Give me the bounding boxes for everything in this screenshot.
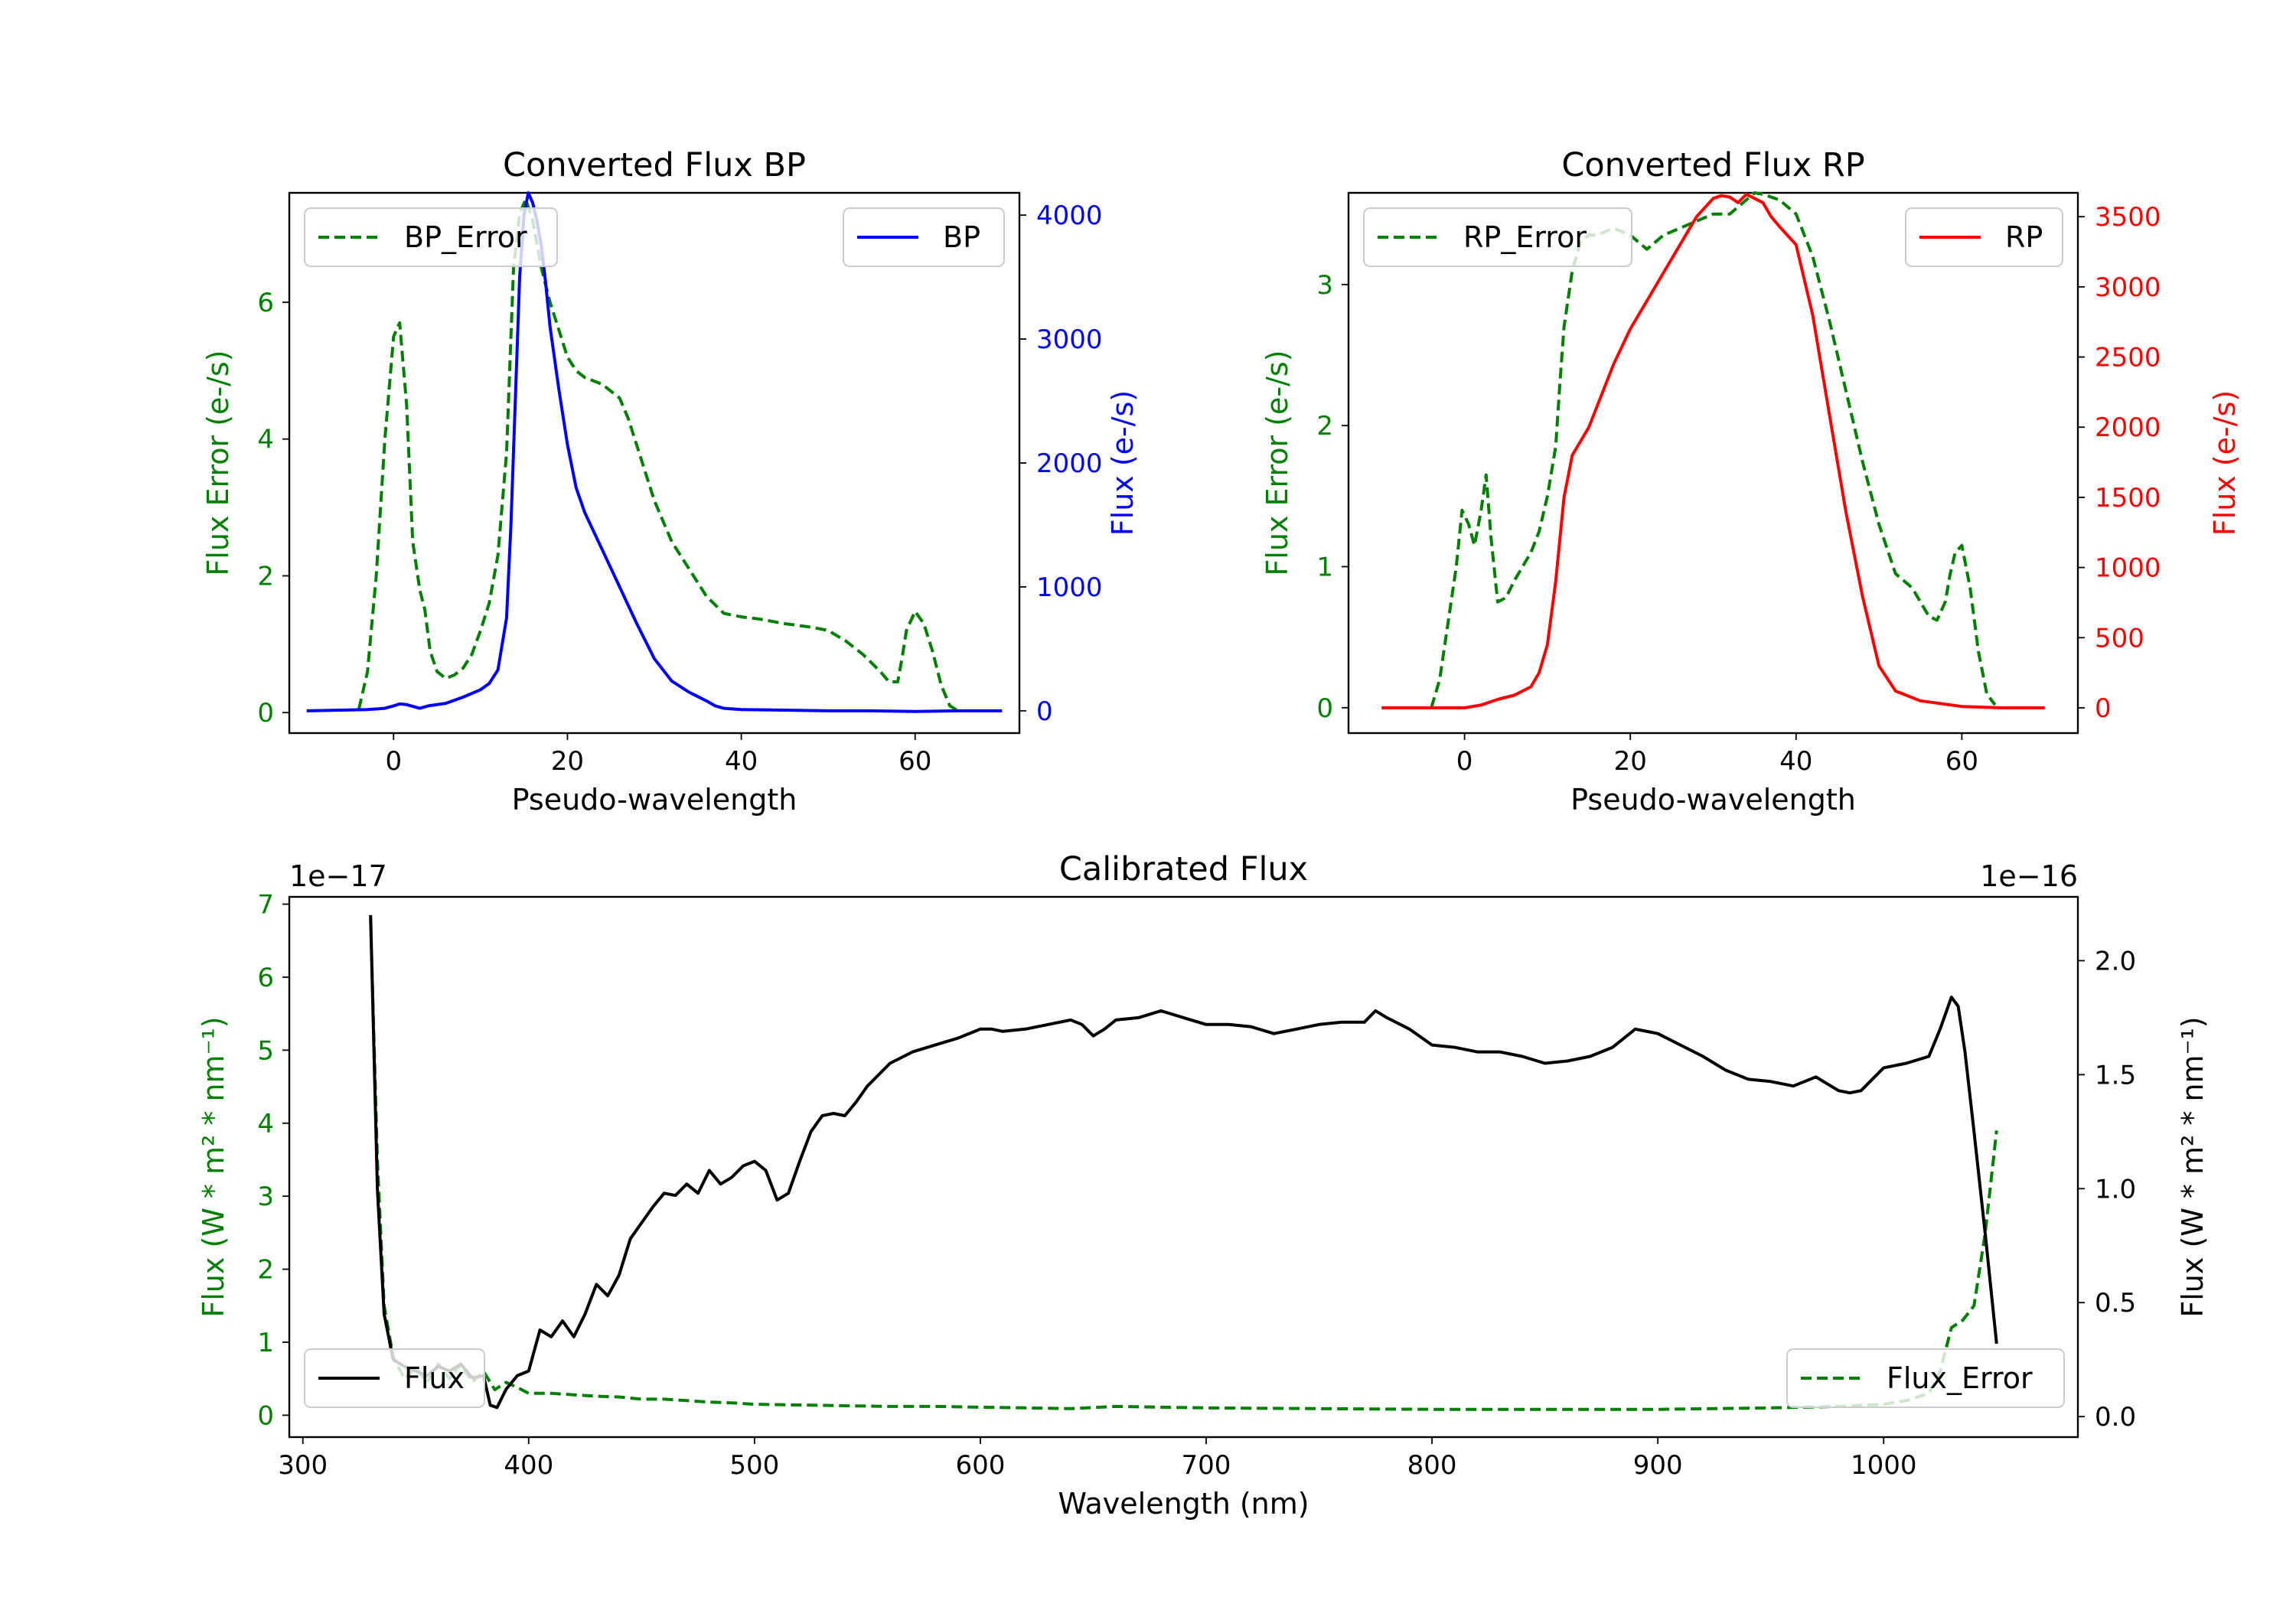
y-right-axis-label: Flux (e-/s)	[1106, 390, 1140, 536]
y-left-tick-label: 4	[257, 425, 274, 455]
legend-label: RP_Error	[1463, 220, 1587, 254]
x-tick-label: 400	[504, 1450, 553, 1481]
y-left-tick-label: 3	[257, 1182, 274, 1212]
y-left-tick-label: 2	[1316, 411, 1333, 442]
y-left-tick-label: 2	[257, 1255, 274, 1286]
y-right-tick-label: 1500	[2095, 483, 2161, 513]
y-left-tick-label: 3	[1316, 270, 1333, 301]
legend-box	[304, 207, 558, 267]
y-right-tick-label: 1.0	[2095, 1174, 2136, 1204]
x-axis-label: Pseudo-wavelength	[512, 783, 797, 817]
y-right-tick-label: 2000	[2095, 412, 2161, 443]
series-line-flux-error	[369, 918, 1998, 1411]
legend-box	[843, 207, 1005, 267]
y-left-tick-label: 6	[257, 288, 274, 318]
x-tick-label: 20	[1614, 746, 1647, 777]
y-right-axis-label: Flux (e-/s)	[2208, 390, 2242, 536]
x-tick-label: 1000	[1851, 1450, 1917, 1481]
x-tick-label: 800	[1407, 1450, 1457, 1481]
legend-box	[304, 1348, 485, 1408]
y-right-tick-label: 0	[2095, 693, 2112, 724]
chart-title: Converted Flux BP	[503, 146, 806, 184]
y-left-scale-label: 1e−17	[289, 859, 387, 893]
y-right-tick-label: 1000	[2095, 553, 2161, 584]
x-tick-label: 500	[729, 1450, 779, 1481]
x-tick-label: 40	[1779, 746, 1812, 777]
y-left-axis-label: Flux Error (e-/s)	[1261, 350, 1294, 575]
x-tick-label: 60	[899, 746, 931, 777]
y-right-tick-label: 2.0	[2095, 946, 2136, 976]
y-left-axis-label: Flux (W * m² * nm⁻¹)	[197, 1016, 230, 1317]
y-right-tick-label: 0.5	[2095, 1288, 2136, 1319]
x-tick-label: 60	[1945, 746, 1978, 777]
y-right-tick-label: 1000	[1036, 572, 1103, 603]
x-tick-label: 300	[278, 1450, 328, 1481]
plot-frame	[1347, 191, 2079, 735]
legend-box	[1905, 207, 2063, 267]
series-line-bp-error	[357, 197, 960, 713]
legend-label: Flux	[404, 1361, 465, 1395]
legend-label: BP	[943, 220, 980, 254]
x-tick-label: 0	[1456, 746, 1473, 777]
y-right-tick-label: 500	[2095, 623, 2144, 654]
y-left-tick-label: 4	[257, 1109, 274, 1139]
y-right-tick-label: 3500	[2095, 202, 2161, 233]
y-right-tick-label: 3000	[1036, 324, 1103, 355]
x-tick-label: 20	[551, 746, 584, 777]
chart-title: Calibrated Flux	[1059, 850, 1308, 888]
y-left-tick-label: 6	[257, 963, 274, 993]
series-line-flux	[369, 914, 1998, 1410]
y-left-tick-label: 0	[1316, 693, 1333, 724]
y-right-axis-label: Flux (W * m² * nm⁻¹)	[2176, 1016, 2210, 1317]
y-left-tick-label: 1	[257, 1328, 274, 1358]
y-left-tick-label: 5	[257, 1035, 274, 1066]
y-right-tick-label: 0.0	[2095, 1402, 2136, 1433]
y-left-axis-label: Flux Error (e-/s)	[201, 350, 235, 575]
series-line-rp-error	[1430, 191, 1997, 709]
plot-frame	[288, 191, 1021, 735]
legend-label: RP	[2005, 220, 2043, 254]
y-right-tick-label: 2000	[1036, 448, 1103, 479]
x-tick-label: 900	[1633, 1450, 1683, 1481]
y-left-tick-label: 2	[257, 561, 274, 592]
x-axis-label: Wavelength (nm)	[1058, 1487, 1309, 1521]
y-right-tick-label: 4000	[1036, 200, 1103, 231]
y-right-tick-label: 3000	[2095, 272, 2161, 303]
chart-title: Converted Flux RP	[1561, 146, 1864, 184]
y-right-scale-label: 1e−16	[1980, 859, 2078, 893]
y-right-tick-label: 1.5	[2095, 1060, 2136, 1090]
x-tick-label: 0	[385, 746, 402, 777]
x-tick-label: 700	[1182, 1450, 1231, 1481]
y-left-tick-label: 0	[257, 698, 274, 729]
series-line-bp	[306, 191, 1003, 713]
y-left-tick-label: 1	[1316, 552, 1333, 582]
legend-label: Flux_Error	[1887, 1361, 2033, 1395]
x-tick-label: 600	[955, 1450, 1005, 1481]
x-axis-label: Pseudo-wavelength	[1570, 783, 1856, 817]
x-tick-label: 40	[725, 746, 758, 777]
legend-box	[1786, 1348, 2065, 1408]
legend-label: BP_Error	[404, 220, 527, 254]
legend-box	[1363, 207, 1632, 267]
y-left-tick-label: 0	[257, 1400, 274, 1431]
y-right-tick-label: 2500	[2095, 343, 2161, 373]
plot-frame	[288, 895, 2079, 1439]
y-left-tick-label: 7	[257, 890, 274, 921]
series-line-rp	[1381, 192, 2045, 709]
y-right-tick-label: 0	[1036, 696, 1053, 727]
